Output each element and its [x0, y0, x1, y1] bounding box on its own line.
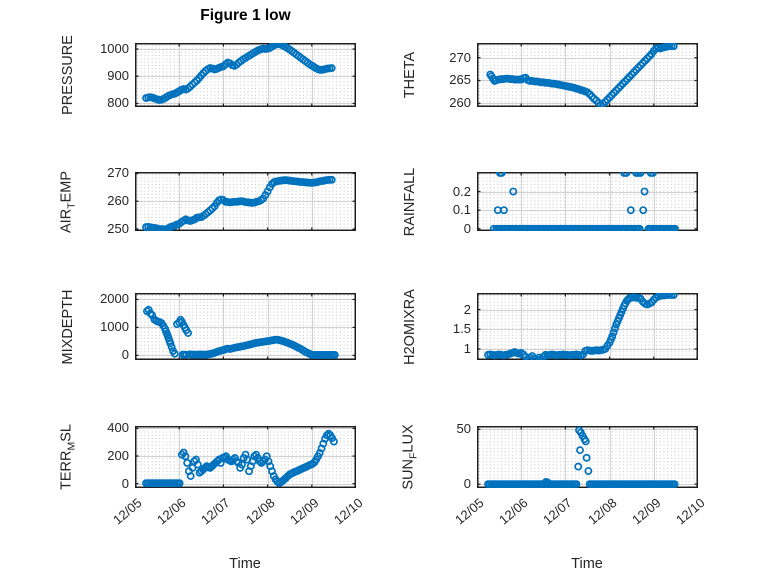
subplot-pressure: 800 900 1000 PRESSURE	[60, 35, 356, 115]
ylabel-text: RAINFALL	[402, 167, 418, 236]
ylabel-text: H2OMIXRA	[402, 288, 418, 365]
subplot-theta: 260 265 270 THETA	[402, 43, 698, 110]
y-tick-label-h2omixra-2: 2	[463, 301, 471, 317]
figure-title: Figure 1 low	[200, 7, 291, 24]
subplot-airtemp: 250 260 270 AIRTEMP	[59, 165, 356, 236]
y-tick-label-terrmsl-0: 0	[121, 475, 129, 491]
x-axis-label-right: Time	[571, 556, 603, 572]
y-tick-label-airtemp-270: 270	[107, 165, 129, 181]
x-axis-label-left: Time	[229, 556, 261, 572]
y-tick-label-theta-265: 265	[449, 72, 471, 88]
y-tick-label-theta-260: 260	[449, 95, 471, 111]
y-tick-label-rainfall-0: 0	[463, 220, 471, 236]
ylabel-text: PRESSURE	[60, 35, 76, 115]
plot-canvas-theta	[477, 43, 698, 107]
plot-canvas-rainfall	[477, 172, 698, 231]
plot-canvas-airtemp	[135, 172, 356, 231]
y-axis-label-airtemp: AIRTEMP	[59, 170, 78, 232]
y-tick-label-pressure-900: 900	[107, 68, 129, 84]
ylabel-text: SL	[58, 424, 75, 442]
ylabel-text: TERR	[58, 450, 75, 490]
ylabel-text: LUX	[400, 424, 417, 453]
y-tick-label-airtemp-260: 260	[107, 193, 129, 209]
subplot-sunflux: 0 50 SUNFLUX 12/05 12/06 12/07 12/08 12/09 12/10	[401, 421, 708, 527]
ylabel-subscript: F	[407, 452, 420, 460]
y-axis-label-pressure: PRESSURE	[60, 35, 76, 115]
ylabel-text: SUN	[400, 459, 417, 490]
y-tick-label-rainfall-0.2: 0.2	[452, 183, 471, 199]
subplot-terrmsl: 0 200 400 TERRMSL 12/05 12/06 12/07 12/08 12/09 1…	[59, 420, 366, 527]
ylabel-text: MIXDEPTH	[60, 289, 76, 364]
y-axis-label-sunflux: SUNFLUX	[401, 424, 420, 489]
y-tick-label-sunflux-0: 0	[463, 476, 471, 492]
plot-canvas-h2omixra	[477, 293, 698, 360]
y-axis-label-mixdepth: MIXDEPTH	[60, 289, 76, 364]
ylabel-text: EMP	[58, 170, 75, 202]
y-tick-label-mixdepth-2000: 2000	[100, 291, 129, 307]
plot-canvas-mixdepth	[135, 293, 356, 360]
y-axis-label-theta: THETA	[402, 52, 418, 98]
y-tick-label-sunflux-50: 50	[456, 421, 471, 437]
ylabel-subscript: M	[65, 441, 78, 451]
y-tick-label-pressure-1000: 1000	[100, 41, 129, 56]
plot-canvas-sunflux	[477, 426, 698, 488]
subplot-h2omixra: 1 1.5 2 H2OMIXRA	[402, 289, 698, 364]
y-tick-label-rainfall-0.1: 0.1	[452, 202, 471, 218]
y-tick-label-terrmsl-400: 400	[107, 420, 129, 436]
y-axis-label-rainfall: RAINFALL	[402, 167, 418, 236]
plot-canvas-terrmsl	[135, 426, 356, 488]
y-tick-label-mixdepth-1000: 1000	[100, 319, 129, 335]
subplot-rainfall: 0 0.1 0.2 RAINFALL	[402, 167, 698, 236]
y-tick-label-pressure-800: 800	[107, 95, 129, 111]
y-tick-label-airtemp-250: 250	[107, 221, 129, 237]
ylabel-text: AIR	[58, 208, 75, 233]
y-axis-label-h2omixra: H2OMIXRA	[402, 289, 418, 365]
y-tick-label-h2omixra-1: 1	[463, 340, 471, 356]
y-tick-label-mixdepth-0: 0	[121, 347, 129, 363]
y-tick-label-h2omixra-1.5: 1.5	[452, 321, 471, 337]
y-tick-label-terrmsl-200: 200	[107, 448, 129, 464]
plot-canvas-pressure	[135, 43, 356, 107]
y-tick-label-theta-270: 270	[449, 49, 471, 65]
subplot-mixdepth: 0 1000 2000 MIXDEPTH	[60, 289, 356, 364]
ylabel-text: THETA	[402, 51, 418, 99]
ylabel-subscript: T	[65, 201, 78, 209]
y-axis-label-terrmsl: TERRMSL	[59, 424, 78, 490]
